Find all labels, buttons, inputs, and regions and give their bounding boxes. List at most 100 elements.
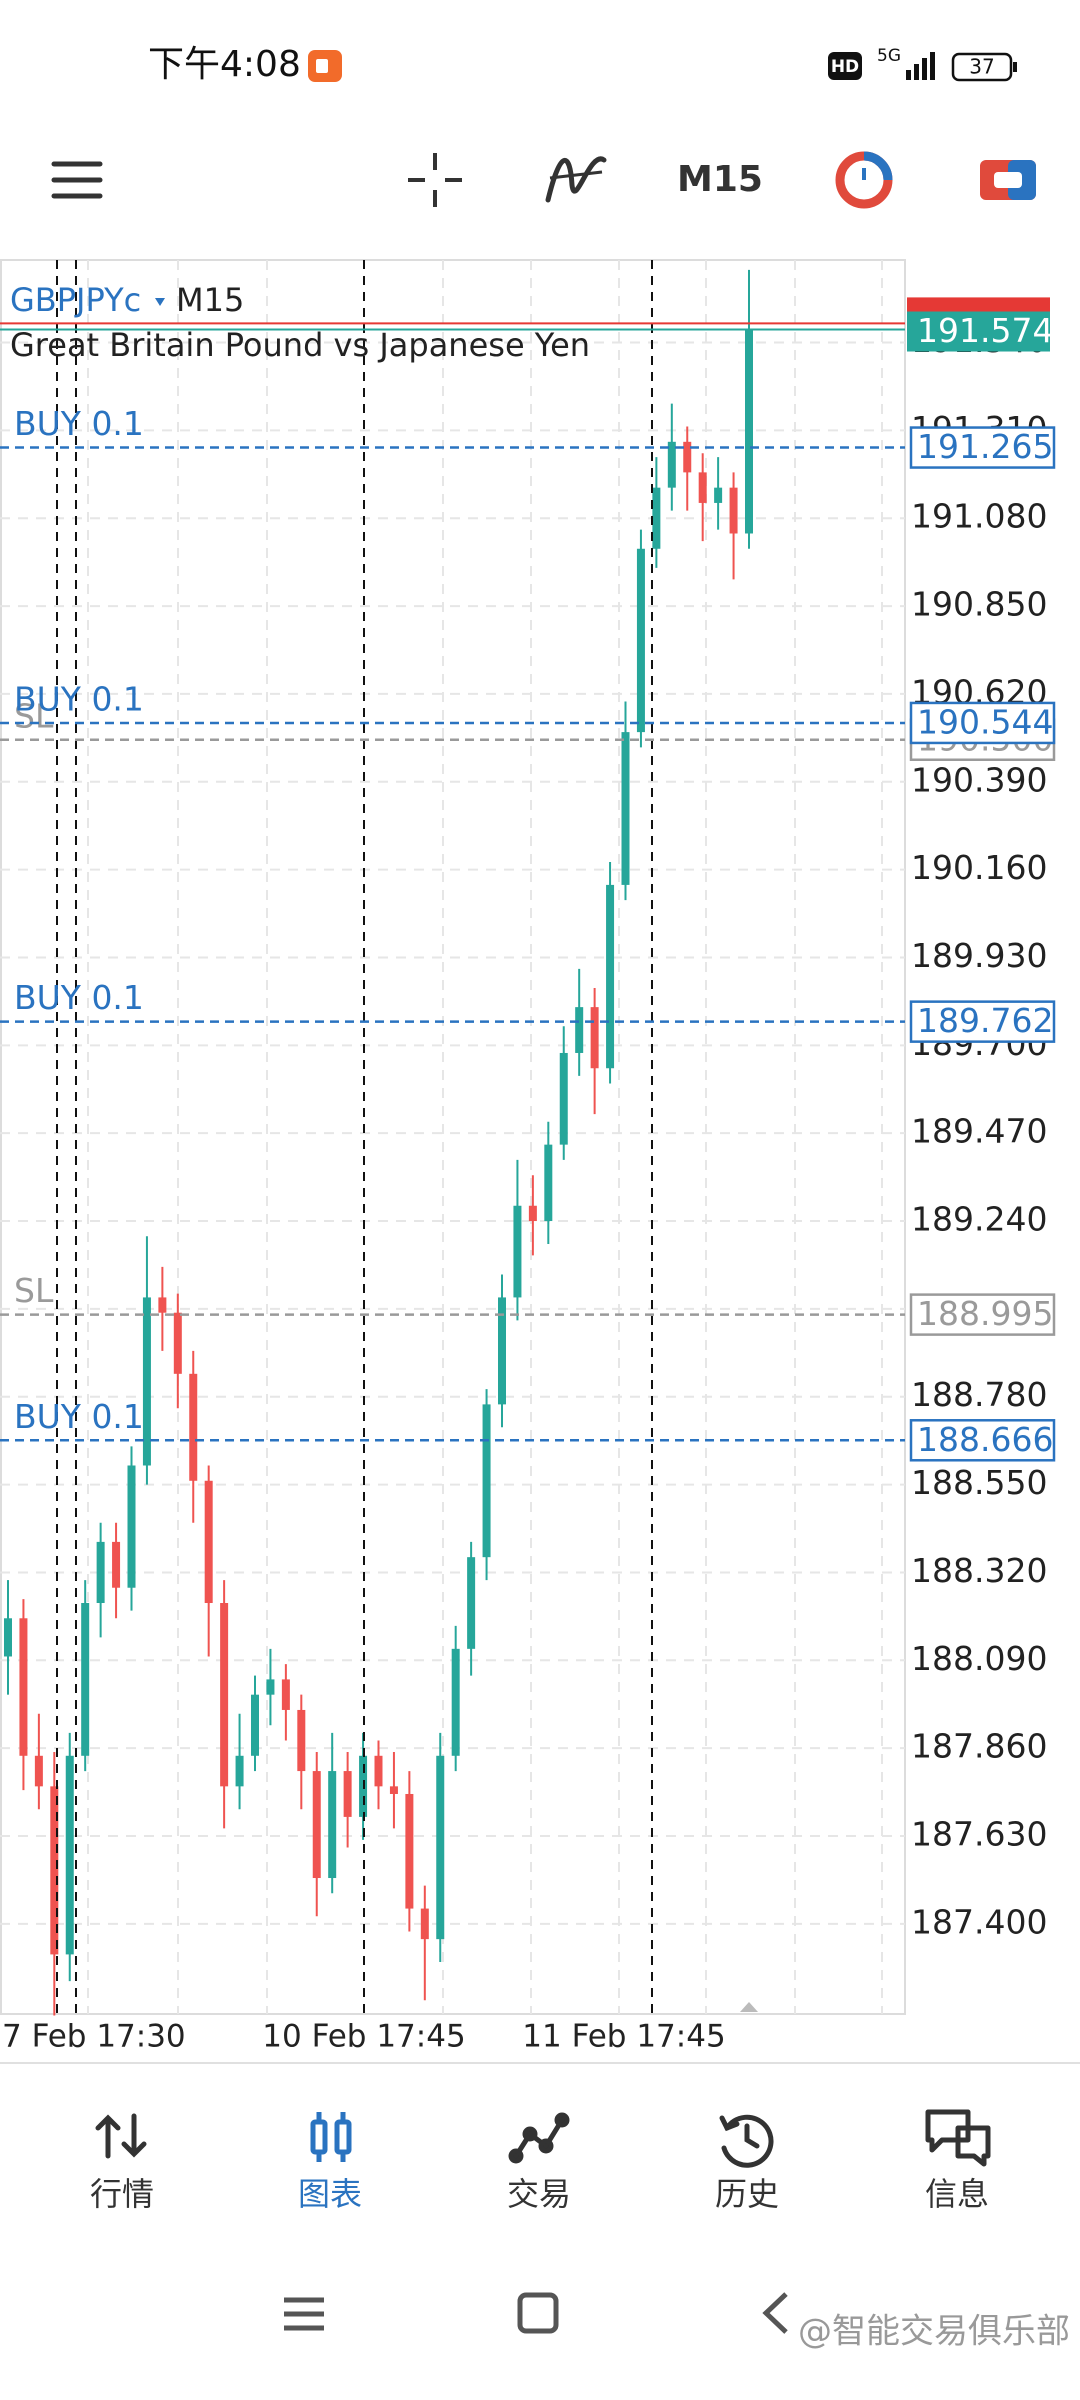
level-box (909, 1419, 1056, 1462)
candle-body (266, 1679, 275, 1695)
candle-body (343, 1771, 352, 1817)
nav-tab[interactable]: 行情 (90, 2175, 154, 2213)
level-price: 188.995 (917, 1294, 1053, 1333)
chart-timeframe: M15 (176, 281, 244, 319)
crosshair-button[interactable] (408, 153, 462, 207)
candle-body (590, 1007, 599, 1069)
nav-tab[interactable]: 历史 (715, 2175, 779, 2213)
candle-body (559, 1052, 568, 1145)
chart-header: GBPJPYc M15 Great Britain Pound vs Japan… (10, 281, 590, 364)
candle-body (235, 1755, 244, 1787)
messages-icon (925, 2109, 991, 2167)
nav-tab[interactable]: 图表 (298, 2175, 362, 2213)
back-button[interactable] (762, 2292, 788, 2334)
nav-tab[interactable]: 信息 (925, 2175, 989, 2213)
x-tick-label: 10 Feb 17:45 (262, 2019, 465, 2055)
symbol[interactable]: GBPJPYc (10, 281, 141, 319)
recents-button[interactable] (284, 2297, 324, 2331)
indicators-button[interactable] (545, 156, 607, 203)
candle-body (652, 487, 661, 549)
indicators-button-line (549, 170, 603, 180)
candles (4, 269, 753, 2016)
candle-body (544, 1144, 553, 1222)
candle-body (436, 1755, 445, 1940)
x-axis: 7 Feb 17:30 10 Feb 17:45 11 Feb 17:45 (2, 2019, 726, 2055)
level-name: SL (14, 1271, 54, 1310)
candle-body (745, 329, 753, 534)
candle-body (281, 1679, 290, 1710)
candle-body (606, 884, 615, 1069)
candle-body (714, 487, 723, 503)
y-tick-label: 187.860 (911, 1727, 1047, 1766)
candle-body (50, 1786, 59, 1955)
home-button[interactable] (517, 2292, 559, 2334)
bid-price: 191.574 (917, 311, 1053, 350)
level-name: SL (14, 696, 54, 735)
network-label: 5G (877, 46, 901, 66)
recording-icon-glyph (316, 59, 328, 73)
y-tick-label: 187.630 (911, 1815, 1047, 1854)
candle-body (142, 1297, 151, 1466)
candle-body (251, 1694, 259, 1756)
trade-button-glyph (994, 172, 1022, 188)
shift-marker[interactable] (740, 2002, 758, 2012)
candle-body (4, 1618, 12, 1657)
menu-button[interactable] (51, 161, 103, 199)
level-price: 191.265 (917, 427, 1053, 466)
chart-icon (310, 2112, 352, 2162)
level-price: 188.666 (917, 1420, 1053, 1459)
y-tick-label: 190.160 (911, 848, 1047, 887)
level-name: BUY 0.1 (14, 679, 144, 718)
battery-icon (951, 52, 1013, 82)
clock-button-arc (863, 151, 893, 181)
signal-icon (906, 52, 935, 80)
candle-body (467, 1557, 476, 1649)
candle-body (405, 1793, 414, 1909)
nav-tab[interactable]: 交易 (507, 2175, 571, 2213)
battery-level: 37 (969, 55, 994, 79)
hd-label: HD (831, 57, 859, 77)
candle-body (729, 487, 738, 534)
candle-body (173, 1312, 182, 1374)
candle-body (636, 548, 645, 733)
battery-tip (1013, 62, 1017, 72)
level-box (909, 1293, 1056, 1336)
trade-icon (508, 2112, 570, 2164)
candle-body (204, 1480, 213, 1604)
level-price: 190.544 (917, 702, 1053, 741)
level-name: BUY 0.1 (14, 978, 144, 1017)
level-box (909, 426, 1056, 469)
candle-body (513, 1205, 522, 1298)
y-tick-label: 188.780 (911, 1375, 1047, 1414)
candle-body (451, 1648, 460, 1756)
candle-body (127, 1465, 136, 1588)
quotes-icon (95, 2113, 147, 2159)
candle-body (389, 1786, 398, 1794)
y-tick-label: 187.400 (911, 1902, 1047, 1941)
history-icon (719, 2114, 774, 2168)
x-tick-label: 7 Feb 17:30 (2, 2019, 186, 2055)
level-name: BUY 0.1 (14, 404, 144, 443)
candle-body (96, 1541, 105, 1604)
y-tick-label: 188.550 (911, 1463, 1047, 1502)
y-tick-label: 191.080 (911, 497, 1047, 536)
candle-body (19, 1618, 28, 1756)
bid-box (907, 311, 1050, 352)
candle-body (575, 1007, 584, 1053)
timeframe-button[interactable]: M15 (677, 159, 763, 200)
candle-body (683, 441, 692, 473)
candle-body (482, 1404, 491, 1558)
candle-body (65, 1755, 74, 1955)
y-tick-label: 189.470 (911, 1112, 1047, 1151)
system-nav (284, 2292, 788, 2334)
x-tick-label: 11 Feb 17:45 (522, 2019, 725, 2055)
candle-body (312, 1771, 321, 1879)
symbol-dropdown[interactable] (155, 298, 165, 306)
y-tick-label: 190.850 (911, 585, 1047, 624)
candle-body (81, 1603, 90, 1756)
bottom-nav: 行情 图表 交易 历史 信息 (90, 2109, 991, 2213)
level-name: BUY 0.1 (14, 1397, 144, 1436)
